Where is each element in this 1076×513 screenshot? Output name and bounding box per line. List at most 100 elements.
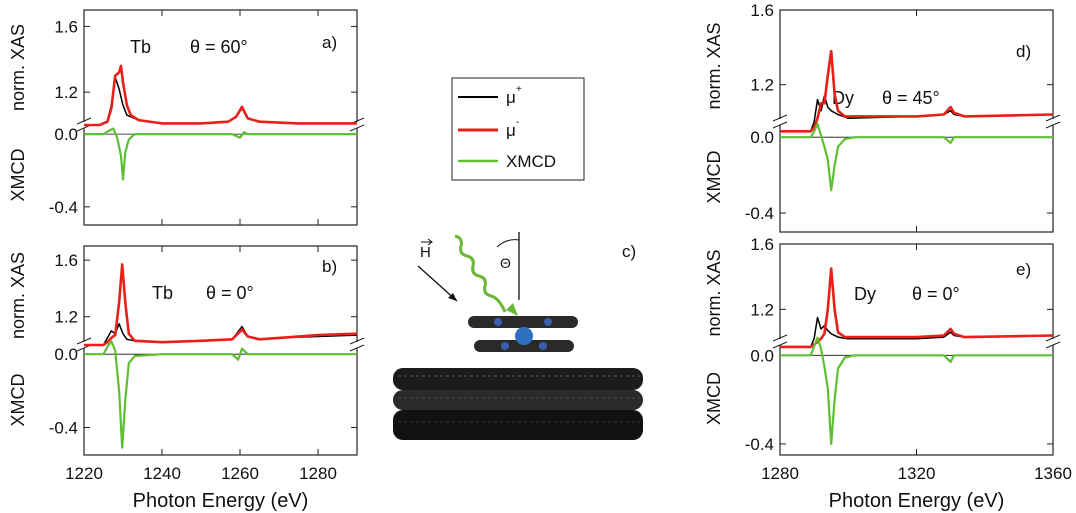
plot-frame	[779, 9, 1054, 233]
axis-break-mark	[772, 334, 788, 342]
legend-label-mu-minus: μ	[506, 121, 516, 140]
metal-ion	[515, 327, 533, 345]
axis-break-mark	[349, 337, 365, 345]
x-tick-label: 1240	[143, 464, 181, 483]
angle-label: Θ	[500, 255, 511, 271]
axis-break-gap	[1046, 339, 1060, 345]
nitrogen-atom	[539, 342, 547, 350]
y-tick-label: 1.6	[54, 251, 78, 270]
series-mu-plus	[780, 316, 1054, 348]
chart-panel-b: 1.2 1.6 0.0 -0.4 1220 1240 1260 1280 norm. XAS XM…	[8, 245, 365, 512]
x-tick-label: 1360	[1034, 464, 1072, 483]
xray-beam-head	[506, 303, 518, 316]
y-tick-label: 1.6	[750, 1, 774, 20]
y-tick-label: 1.6	[54, 17, 78, 36]
legend-sup-mu-plus: +	[516, 84, 522, 95]
legend-sup-mu-minus: -	[516, 117, 519, 128]
substrate-top-layer	[393, 368, 643, 390]
axis-break-mark	[1045, 334, 1061, 342]
substrate-mid-layer	[393, 390, 643, 410]
series-xmcd	[84, 127, 357, 181]
y-tick-label: 0.0	[54, 125, 78, 144]
y-axis-label-xas: norm. XAS	[8, 24, 28, 111]
molecule-top-ring	[468, 316, 578, 328]
field-label: H	[420, 244, 431, 261]
axis-break-mark	[349, 344, 365, 352]
series-xmcd	[84, 340, 357, 449]
axis-break-mark	[772, 341, 788, 349]
nitrogen-atom	[544, 318, 552, 326]
series-mu-minus	[780, 49, 1054, 133]
y-tick-label: 1.2	[54, 83, 78, 102]
panel-label: a)	[322, 33, 337, 52]
panel-label: d)	[1016, 42, 1031, 61]
series-mu-plus	[780, 95, 1054, 133]
field-arrow-head	[448, 293, 457, 301]
legend-label-mu-plus: μ	[506, 88, 516, 107]
legend: μ + μ - XMCD	[451, 77, 585, 181]
xray-beam	[454, 234, 507, 313]
y-tick-label: -0.4	[745, 204, 774, 223]
plot-frame	[83, 245, 358, 456]
series-mu-minus	[780, 267, 1054, 349]
element-label: Dy	[854, 284, 876, 304]
axis-break-mark	[1045, 121, 1061, 129]
field-arrow	[417, 265, 458, 302]
axis-break-gap	[773, 119, 787, 125]
x-tick-label: 1280	[761, 464, 799, 483]
angle-label: θ = 60°	[190, 37, 248, 57]
x-axis-label: Photon Energy (eV)	[133, 490, 309, 512]
y-tick-label: -0.4	[49, 419, 78, 438]
y-axis-label-xas: norm. XAS	[8, 252, 28, 339]
y-tick-label: -0.4	[49, 198, 78, 217]
axis-break-mark	[1045, 114, 1061, 122]
series-xmcd	[780, 336, 1053, 445]
x-tick-label: 1260	[221, 464, 259, 483]
series-mu-minus	[84, 64, 357, 127]
y-tick-label: 0.0	[750, 128, 774, 147]
panel-label: b)	[322, 257, 337, 276]
y-tick-label: 1.2	[54, 308, 78, 327]
geometry-illustration: c) H Θ	[393, 232, 643, 440]
element-label: Tb	[130, 37, 151, 57]
y-axis-label-xmcd: XMCD	[8, 149, 28, 202]
field-arrow-overline-head	[427, 238, 433, 246]
axis-break-gap	[773, 339, 787, 345]
x-tick-label: 1320	[898, 464, 936, 483]
y-tick-label: 0.0	[750, 346, 774, 365]
y-axis-label-xmcd: XMCD	[704, 151, 724, 204]
legend-label-xmcd: XMCD	[506, 152, 556, 171]
nitrogen-atom	[494, 318, 502, 326]
plot-frame	[83, 9, 358, 226]
y-tick-label: 1.2	[750, 76, 774, 95]
chart-panel-a: 1.2 1.6 0.0 -0.4 norm. XAS XMCD a) Tb θ = 60°	[8, 9, 365, 226]
element-label: Tb	[152, 283, 173, 303]
axis-break-gap	[1046, 119, 1060, 125]
y-axis-label-xas: norm. XAS	[704, 22, 724, 109]
y-axis-label-xmcd: XMCD	[704, 372, 724, 425]
angle-label: θ = 0°	[206, 283, 254, 303]
y-tick-label: -0.4	[745, 435, 774, 454]
y-tick-label: 0.0	[54, 345, 78, 364]
nitrogen-atom	[501, 342, 509, 350]
x-tick-label: 1220	[65, 464, 103, 483]
x-axis-label: Photon Energy (eV)	[829, 490, 1005, 512]
carbon-substrate	[393, 368, 643, 440]
axis-break-mark	[772, 121, 788, 129]
y-axis-label-xmcd: XMCD	[8, 374, 28, 427]
y-tick-label: 1.2	[750, 300, 774, 319]
axis-break-mark	[772, 114, 788, 122]
axis-break-mark	[76, 337, 92, 345]
y-tick-label: 1.6	[750, 235, 774, 254]
double-decker-molecule	[468, 316, 578, 352]
chart-panel-e: 1.2 1.6 0.0 -0.4 1280 1320 1360 norm. XAS XMCD Ph…	[704, 235, 1072, 512]
substrate-bottom-layer	[393, 410, 643, 440]
axis-break-gap	[350, 122, 364, 128]
panel-label-c: c)	[622, 242, 636, 261]
angle-arc	[496, 239, 520, 248]
axis-break-mark	[349, 124, 365, 132]
axis-break-mark	[1045, 341, 1061, 349]
series-mu-minus	[84, 263, 358, 347]
